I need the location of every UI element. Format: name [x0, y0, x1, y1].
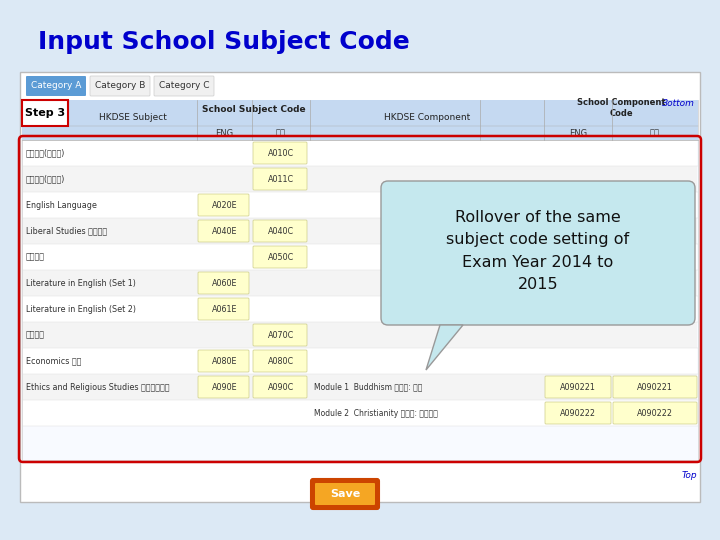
Text: A090221: A090221: [560, 382, 596, 392]
FancyBboxPatch shape: [154, 76, 214, 96]
FancyBboxPatch shape: [253, 246, 307, 268]
FancyBboxPatch shape: [253, 142, 307, 164]
Text: A080C: A080C: [268, 356, 294, 366]
FancyBboxPatch shape: [23, 192, 697, 218]
Text: A090221: A090221: [637, 382, 673, 392]
Text: Literature in English (Set 1): Literature in English (Set 1): [26, 279, 136, 287]
FancyBboxPatch shape: [23, 296, 697, 322]
FancyBboxPatch shape: [253, 168, 307, 190]
Text: A061E: A061E: [212, 305, 238, 314]
Text: A010C: A010C: [268, 148, 294, 158]
Text: Top: Top: [681, 471, 697, 481]
FancyBboxPatch shape: [613, 402, 697, 424]
Text: ENG: ENG: [569, 129, 587, 138]
FancyBboxPatch shape: [90, 76, 150, 96]
FancyBboxPatch shape: [613, 376, 697, 398]
Text: English Language: English Language: [26, 200, 97, 210]
FancyBboxPatch shape: [198, 220, 249, 242]
FancyBboxPatch shape: [23, 322, 697, 348]
Text: Step 3: Step 3: [25, 108, 65, 118]
Text: Literature in English (Set 2): Literature in English (Set 2): [26, 305, 136, 314]
FancyBboxPatch shape: [22, 100, 698, 460]
Text: Liberal Studies 通識教育: Liberal Studies 通識教育: [26, 226, 107, 235]
Text: 中文: 中文: [276, 129, 286, 138]
FancyBboxPatch shape: [381, 181, 695, 325]
FancyBboxPatch shape: [20, 72, 700, 502]
FancyBboxPatch shape: [22, 100, 68, 126]
Text: Module 1  Buddhism 單元一: 佛教: Module 1 Buddhism 單元一: 佛教: [314, 382, 423, 392]
FancyBboxPatch shape: [253, 350, 307, 372]
FancyBboxPatch shape: [26, 76, 86, 96]
FancyBboxPatch shape: [198, 194, 249, 216]
FancyBboxPatch shape: [315, 483, 375, 505]
Text: 中文: 中文: [650, 129, 660, 138]
Text: Input School Subject Code: Input School Subject Code: [38, 30, 410, 54]
FancyBboxPatch shape: [253, 376, 307, 398]
Text: Economics 經濟: Economics 經濟: [26, 356, 81, 366]
FancyBboxPatch shape: [23, 166, 697, 192]
Text: School Component
Code: School Component Code: [577, 98, 665, 118]
FancyBboxPatch shape: [198, 298, 249, 320]
Text: A090222: A090222: [560, 408, 596, 417]
FancyBboxPatch shape: [23, 400, 697, 426]
FancyBboxPatch shape: [545, 376, 611, 398]
FancyBboxPatch shape: [23, 244, 697, 270]
Text: A040E: A040E: [212, 226, 238, 235]
Text: Category B: Category B: [95, 82, 145, 91]
Text: Rollover of the same
subject code setting of
Exam Year 2014 to
2015: Rollover of the same subject code settin…: [446, 210, 629, 292]
Text: HKDSE Subject: HKDSE Subject: [99, 113, 166, 123]
Text: Ethics and Religious Studies 倣理與宗教學: Ethics and Religious Studies 倣理與宗教學: [26, 382, 169, 392]
FancyBboxPatch shape: [23, 374, 697, 400]
Text: Save: Save: [330, 489, 360, 499]
Text: A090C: A090C: [268, 382, 294, 392]
FancyBboxPatch shape: [253, 220, 307, 242]
FancyBboxPatch shape: [545, 402, 611, 424]
Text: Module 2  Christianity 單元二: 基督宗教: Module 2 Christianity 單元二: 基督宗教: [314, 408, 438, 417]
Text: ENG: ENG: [215, 129, 233, 138]
FancyBboxPatch shape: [253, 324, 307, 346]
Text: A090E: A090E: [212, 382, 238, 392]
Text: A080E: A080E: [212, 356, 238, 366]
Text: A011C: A011C: [268, 174, 294, 184]
Text: 中國文學: 中國文學: [26, 253, 45, 261]
FancyBboxPatch shape: [23, 140, 697, 166]
FancyBboxPatch shape: [23, 218, 697, 244]
Text: 中國語文(普通話): 中國語文(普通話): [26, 148, 66, 158]
Polygon shape: [426, 325, 463, 370]
Text: HKDSE Component: HKDSE Component: [384, 113, 470, 123]
Text: A060E: A060E: [212, 279, 238, 287]
FancyBboxPatch shape: [198, 350, 249, 372]
FancyBboxPatch shape: [22, 100, 698, 126]
Text: 中國語文(粵語話): 中國語文(粵語話): [26, 174, 66, 184]
Text: Bottom: Bottom: [662, 98, 695, 107]
FancyBboxPatch shape: [198, 376, 249, 398]
FancyBboxPatch shape: [311, 479, 379, 509]
FancyBboxPatch shape: [23, 270, 697, 296]
Text: A020E: A020E: [212, 200, 238, 210]
FancyBboxPatch shape: [23, 348, 697, 374]
Text: Category A: Category A: [31, 82, 81, 91]
FancyBboxPatch shape: [22, 126, 698, 140]
Text: A050C: A050C: [268, 253, 294, 261]
Text: 中國歷史: 中國歷史: [26, 330, 45, 340]
Text: A040C: A040C: [268, 226, 294, 235]
Text: A090222: A090222: [637, 408, 673, 417]
Text: Category C: Category C: [158, 82, 210, 91]
Text: A070C: A070C: [268, 330, 294, 340]
FancyBboxPatch shape: [198, 272, 249, 294]
Text: School Subject Code: School Subject Code: [202, 105, 305, 114]
